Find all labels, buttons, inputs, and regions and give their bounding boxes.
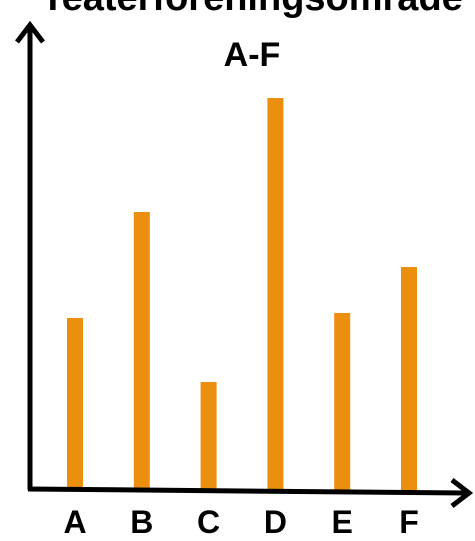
bar-b <box>133 212 150 490</box>
bar-a <box>67 318 83 490</box>
x-axis-line <box>27 486 467 496</box>
x-tick-label-c: C <box>197 504 220 540</box>
bar-f <box>401 267 417 490</box>
x-tick-label-d: D <box>264 504 287 540</box>
x-tick-label-f: F <box>399 504 419 540</box>
x-axis-arrowhead <box>450 478 474 508</box>
x-tick-label-a: A <box>63 504 86 540</box>
bars-group <box>67 98 417 490</box>
chart-subtitle: A-F <box>224 36 281 74</box>
bar-c <box>200 382 217 490</box>
axes <box>15 20 474 508</box>
x-tick-label-e: E <box>332 504 353 540</box>
x-tick-label-b: B <box>130 504 153 540</box>
bar-e <box>334 313 351 490</box>
x-tick-labels: A B C D E F <box>63 504 418 540</box>
chart-title: Teaterföreningsområde <box>41 0 463 19</box>
y-axis-arrowhead <box>15 20 45 44</box>
bar-d <box>267 98 284 490</box>
